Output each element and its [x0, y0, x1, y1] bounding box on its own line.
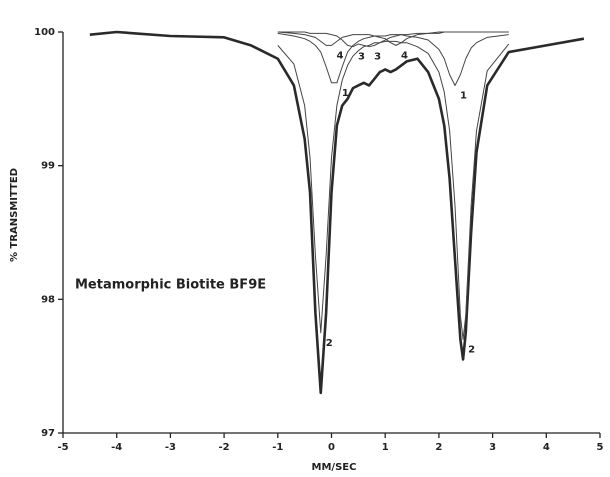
component-line	[277, 31, 509, 46]
chart-annotation: Metamorphic Biotite BF9E	[75, 278, 266, 293]
x-tick-label: -2	[219, 442, 230, 453]
x-tick-label: -5	[57, 442, 68, 453]
component-label: 1	[460, 90, 467, 101]
x-tick-label: 0	[328, 442, 335, 453]
y-tick-label: 98	[41, 294, 55, 305]
component-label: 3	[358, 52, 365, 63]
spectrum-line	[89, 30, 585, 395]
x-tick-label: 5	[597, 442, 604, 453]
x-tick-label: -1	[272, 442, 283, 453]
x-tick-label: -4	[111, 442, 122, 453]
component-label: 2	[326, 338, 333, 349]
x-tick-label: 4	[543, 442, 550, 453]
y-tick-label: 97	[41, 428, 55, 439]
x-tick-label: 1	[382, 442, 389, 453]
component-label: 3	[374, 52, 381, 63]
x-tick-label: -3	[165, 442, 176, 453]
component-line	[277, 32, 509, 86]
x-tick-label: 2	[435, 442, 442, 453]
x-axis-label: MM/SEC	[312, 462, 357, 473]
y-tick-label: 100	[34, 27, 55, 38]
x-tick-label: 3	[489, 442, 496, 453]
y-axis-label: % TRANSMITTED	[9, 168, 20, 262]
component-label: 4	[337, 50, 344, 61]
component-label: 1	[342, 88, 349, 99]
y-tick-label: 99	[41, 161, 55, 172]
component-line	[277, 40, 510, 340]
component-label: 2	[468, 344, 475, 355]
component-label: 4	[401, 50, 408, 61]
